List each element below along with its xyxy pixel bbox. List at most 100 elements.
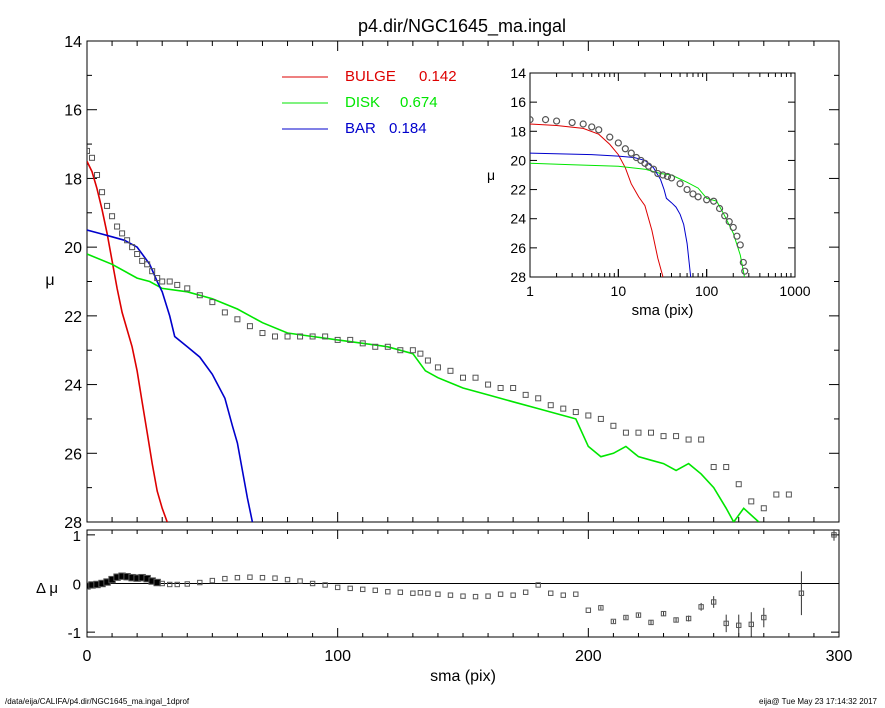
inset-xlabel: sma (pix) bbox=[632, 302, 694, 319]
inset-data-point bbox=[659, 171, 667, 179]
residual-point bbox=[167, 581, 173, 588]
residual-point bbox=[648, 619, 654, 626]
main-data-point bbox=[234, 316, 241, 323]
main-data-point bbox=[154, 275, 161, 282]
main-data-point bbox=[622, 429, 629, 436]
inset-data-point bbox=[741, 267, 749, 275]
main-data-point bbox=[510, 385, 517, 392]
inset-ytick-label: 24 bbox=[510, 211, 526, 227]
main-data-point bbox=[424, 357, 431, 364]
main-data-point bbox=[417, 350, 424, 357]
inset-data-point bbox=[627, 149, 635, 157]
inset-ytick-label: 20 bbox=[510, 152, 526, 168]
main-data-point bbox=[139, 257, 146, 264]
main-data-point bbox=[409, 347, 416, 354]
main-data-point bbox=[773, 491, 780, 498]
residual-point bbox=[635, 612, 642, 618]
main-data-point bbox=[99, 189, 106, 196]
footer-path: /data/eija/CALIFA/p4.dir/NGC1645_ma.inga… bbox=[5, 697, 190, 706]
inset-panel: 14 16 18 20 22 24 26 281 10 100 1000 sma (pix) μ bbox=[487, 65, 811, 319]
inset-xtick-label: 1 bbox=[526, 283, 534, 299]
main-data-point bbox=[109, 213, 116, 220]
residual-point bbox=[585, 607, 592, 613]
inset-data-point bbox=[721, 212, 729, 220]
chart-title: p4.dir/NGC1645_ma.ingal bbox=[358, 16, 566, 37]
main-series-bulge bbox=[87, 160, 168, 522]
main-data-point bbox=[723, 464, 730, 471]
residual-ytick-label: -1 bbox=[68, 625, 81, 642]
residual-point bbox=[723, 620, 729, 627]
inset-data-point bbox=[621, 145, 629, 153]
main-data-point bbox=[149, 268, 156, 275]
main-data-point bbox=[89, 154, 96, 161]
residual-xlabel: sma (pix) bbox=[430, 668, 496, 685]
residual-point bbox=[284, 576, 291, 583]
main-data-point bbox=[297, 333, 304, 340]
residual-xtick-label: 100 bbox=[324, 648, 351, 665]
residual-point bbox=[447, 592, 454, 598]
inset-plot-frame bbox=[529, 72, 796, 278]
main-data-point bbox=[547, 402, 554, 409]
main-ytick-label: 28 bbox=[64, 515, 82, 532]
main-data-point bbox=[134, 251, 141, 258]
main-data-point bbox=[221, 309, 228, 316]
inset-xtick-label: 1000 bbox=[779, 283, 810, 299]
main-data-point bbox=[785, 491, 792, 498]
inset-data-point bbox=[663, 172, 672, 181]
inset-xtick-label: 10 bbox=[611, 283, 627, 299]
main-data-point bbox=[384, 343, 391, 350]
residual-xtick-label: 0 bbox=[83, 648, 92, 665]
main-ytick-label: 24 bbox=[64, 378, 82, 395]
main-data-point bbox=[272, 333, 278, 340]
main-data-point bbox=[129, 244, 136, 251]
residual-point bbox=[334, 584, 341, 591]
inset-data-point bbox=[694, 193, 702, 201]
residual-point bbox=[831, 532, 837, 538]
residual-point bbox=[610, 618, 617, 625]
residual-point bbox=[322, 582, 328, 588]
legend-value-bulge: 0.142 bbox=[419, 68, 457, 85]
inset-ytick-label: 18 bbox=[510, 123, 526, 139]
inset-data-point bbox=[689, 190, 697, 198]
residual-point bbox=[660, 610, 667, 617]
main-data-point bbox=[760, 505, 767, 512]
main-panel: 14 16 18 20 22 24 26 28 μ bbox=[45, 34, 840, 532]
residual-point bbox=[234, 574, 241, 581]
residual-ylabel: Δ μ bbox=[36, 580, 58, 597]
residual-point bbox=[222, 575, 228, 582]
legend-value-bar: 0.184 bbox=[389, 120, 427, 137]
main-data-point bbox=[94, 171, 101, 178]
residual-point bbox=[748, 621, 754, 628]
residual-ytick-label: 0 bbox=[73, 577, 81, 594]
residual-point bbox=[174, 581, 180, 588]
residual-point bbox=[673, 617, 679, 623]
main-ytick-label: 20 bbox=[64, 240, 82, 257]
inset-data-point bbox=[614, 139, 622, 147]
residual-point bbox=[510, 592, 516, 598]
main-data-point bbox=[104, 202, 111, 209]
main-data-point bbox=[114, 223, 121, 230]
main-data-point bbox=[635, 429, 642, 436]
main-data-point bbox=[124, 237, 131, 244]
residual-point bbox=[522, 589, 529, 595]
main-data-point bbox=[166, 278, 173, 285]
residual-point bbox=[798, 590, 805, 596]
main-data-point bbox=[209, 299, 216, 306]
inset-data-point bbox=[552, 117, 561, 125]
main-ytick-label: 18 bbox=[64, 171, 82, 188]
legend-label-bulge: BULGE bbox=[345, 68, 396, 85]
residual-point bbox=[535, 582, 541, 588]
residual-point bbox=[272, 575, 278, 581]
main-data-point bbox=[660, 433, 667, 440]
inset-data-point bbox=[739, 258, 747, 267]
main-ytick-label: 16 bbox=[64, 103, 82, 120]
residual-point bbox=[485, 593, 491, 599]
inset-ytick-label: 28 bbox=[510, 269, 526, 285]
residual-point bbox=[197, 579, 203, 586]
inset-ytick-label: 14 bbox=[510, 65, 526, 81]
residual-point bbox=[560, 592, 566, 598]
main-data-point bbox=[397, 347, 404, 354]
footer-timestamp: eija@ Tue May 23 17:14:32 2017 bbox=[759, 697, 877, 706]
main-data-point bbox=[748, 498, 755, 505]
